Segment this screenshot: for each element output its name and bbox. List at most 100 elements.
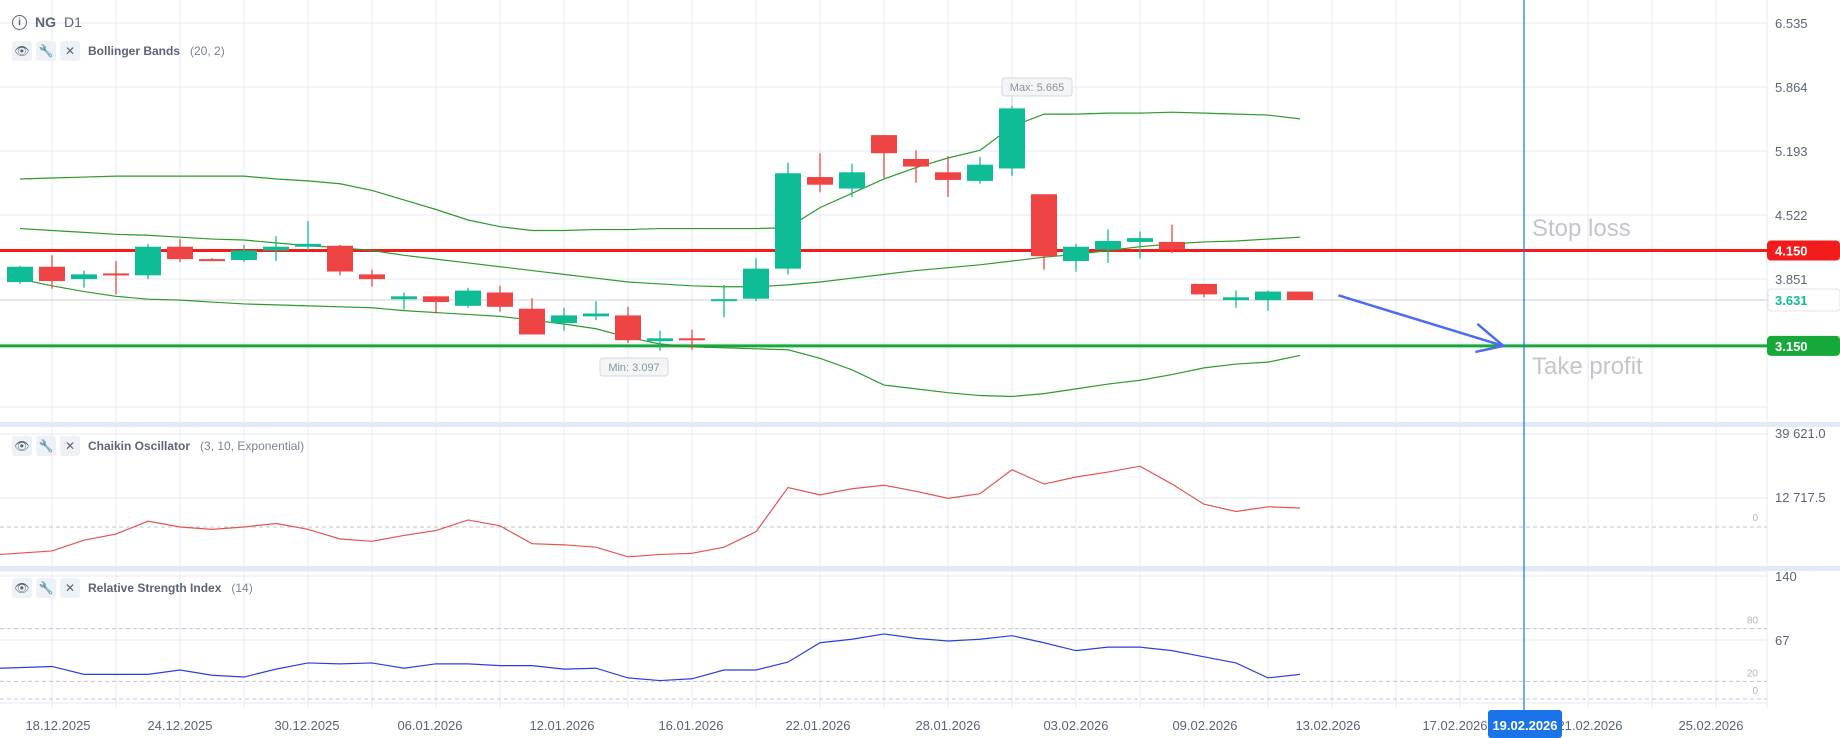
take-profit-label: Take profit: [1532, 353, 1643, 380]
date-label: 16.01.2026: [658, 718, 723, 733]
stop-loss-badge: [1767, 240, 1840, 261]
rsi-line: [0, 633, 1301, 682]
date-label: 18.12.2025: [25, 718, 90, 733]
rsi-level-label: 0: [1752, 686, 1758, 697]
date-label: 17.02.2026: [1422, 718, 1487, 733]
candle: [71, 270, 97, 288]
candle-body: [519, 308, 545, 335]
candle-body: [1159, 241, 1185, 250]
close-icon[interactable]: ✕: [60, 436, 80, 456]
date-label: 03.02.2026: [1043, 718, 1108, 733]
rsi-level-label: 20: [1747, 668, 1759, 679]
date-label: 25.02.2026: [1678, 718, 1743, 733]
candle-body: [231, 250, 257, 261]
candle: [327, 244, 353, 276]
eye-icon[interactable]: 👁: [12, 578, 32, 598]
overlay: Stop loss Take profit Max: 5.665 Min: 3.…: [599, 77, 1643, 380]
price-tick-label: 5.864: [1775, 80, 1808, 95]
candle: [967, 157, 993, 184]
min-callout: Min: 3.097: [599, 357, 669, 377]
candle-body: [1255, 291, 1281, 301]
price-tick-label: 4.522: [1775, 208, 1808, 223]
crosshair-date-badge: [1488, 710, 1562, 738]
price-tick-label: 6.535: [1775, 16, 1808, 31]
max-label: Max: 5.665: [1010, 82, 1064, 94]
candle: [903, 150, 929, 183]
candle: [1287, 291, 1313, 301]
candle: [583, 301, 609, 321]
price-tick-label: 5.193: [1775, 144, 1808, 159]
candle-body: [967, 164, 993, 181]
candle-body: [423, 296, 449, 303]
candle: [295, 220, 321, 251]
oscillators: 0 80 20 0: [0, 465, 1767, 700]
candle: [1223, 290, 1249, 308]
close-icon[interactable]: ✕: [60, 578, 80, 598]
candle-body: [807, 177, 833, 185]
candle: [1159, 224, 1185, 254]
date-label: 21.02.2026: [1557, 718, 1622, 733]
eye-icon[interactable]: 👁: [12, 436, 32, 456]
candle-body: [775, 173, 801, 269]
levels: [0, 0, 1767, 712]
wrench-icon[interactable]: 🔧: [36, 578, 56, 598]
candle-body: [839, 172, 865, 189]
crosshair-date-label: 19.02.2026: [1492, 718, 1557, 733]
candle-body: [199, 259, 225, 262]
candle-body: [679, 338, 705, 341]
symbol: NG: [35, 14, 56, 30]
candle: [39, 255, 65, 289]
candle-body: [295, 243, 321, 247]
eye-icon[interactable]: 👁: [12, 41, 32, 61]
candle-body: [1095, 240, 1121, 250]
chaikin-tick-label: 12 717.5: [1775, 490, 1826, 505]
candle: [455, 287, 481, 308]
candle: [231, 244, 257, 262]
candle-body: [167, 246, 193, 260]
candle: [711, 284, 737, 318]
candle-body: [1223, 297, 1249, 301]
candle: [1127, 231, 1153, 259]
candle-body: [39, 266, 65, 282]
candle: [615, 306, 641, 344]
price-axis[interactable]: 6.535 5.864 5.193 4.522 3.851 4.150 3.631 3.150…: [1767, 16, 1840, 648]
current-price-badge-text: 3.631: [1775, 293, 1808, 308]
time-axis[interactable]: 18.12.2025 24.12.2025 30.12.2025 06.01.2026…: [25, 710, 1744, 738]
candle-body: [7, 266, 33, 283]
chaikin-line: [0, 465, 1301, 558]
chaikin-tick-label: 39 621.0: [1775, 426, 1826, 441]
timeframe[interactable]: D1: [64, 14, 82, 30]
candle: [167, 239, 193, 262]
candle: [135, 243, 161, 280]
candle: [359, 269, 385, 287]
info-icon[interactable]: i: [12, 14, 27, 30]
candle-body: [1127, 238, 1153, 242]
candle-body: [1191, 283, 1217, 295]
candle-body: [135, 246, 161, 276]
take-profit-badge-text: 3.150: [1775, 339, 1808, 354]
indicator-legend-bollinger: 👁 🔧 ✕ Bollinger Bands (20, 2): [12, 41, 225, 61]
candle-body: [327, 245, 353, 272]
candle: [743, 258, 769, 302]
pane-divider: [0, 566, 1840, 571]
candle: [1255, 290, 1281, 311]
candle: [1095, 229, 1121, 263]
date-label: 30.12.2025: [274, 718, 339, 733]
current-price-badge: [1767, 288, 1840, 312]
candle: [487, 285, 513, 312]
wrench-icon[interactable]: 🔧: [36, 41, 56, 61]
wrench-icon[interactable]: 🔧: [36, 436, 56, 456]
indicator-name: Relative Strength Index: [88, 581, 222, 595]
indicator-legend-rsi: 👁 🔧 ✕ Relative Strength Index (14): [12, 578, 253, 598]
candle: [775, 162, 801, 275]
candle-body: [391, 296, 417, 300]
date-label: 09.02.2026: [1172, 718, 1237, 733]
candle-body: [903, 158, 929, 167]
pane-divider: [0, 422, 1840, 427]
candle-body: [647, 338, 673, 342]
indicator-params: (20, 2): [190, 44, 225, 58]
candle-body: [711, 299, 737, 302]
candle: [807, 153, 833, 193]
close-icon[interactable]: ✕: [60, 41, 80, 61]
